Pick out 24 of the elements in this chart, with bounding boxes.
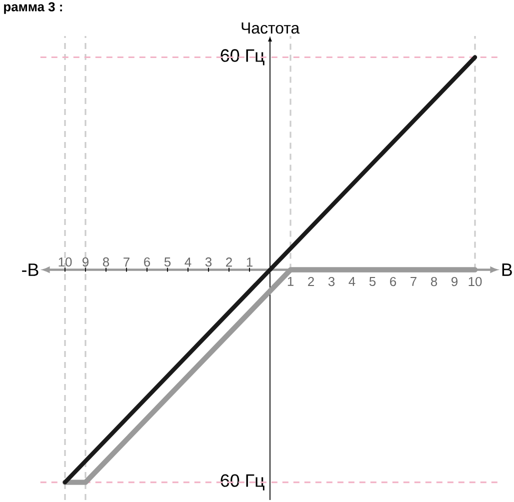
- x-tick-label: 5: [369, 276, 376, 286]
- x-tick-label: 4: [348, 276, 356, 286]
- x-tick-label: 9: [452, 276, 458, 286]
- x-tick-label: 8: [430, 276, 438, 286]
- y-axis-title: Частота: [242, 22, 300, 34]
- x-tick-label: 10: [468, 276, 482, 286]
- x2-tick-label: 8: [102, 257, 110, 267]
- x2-tick-label: 6: [144, 257, 150, 267]
- x-tick-label: 2: [308, 276, 314, 286]
- x-tick-label: 7: [410, 276, 416, 286]
- x2-tick-label: 4: [184, 258, 192, 267]
- x2-tick-label: 5: [164, 258, 171, 267]
- x-axis-title: В: [502, 264, 512, 276]
- x-tick-label: 6: [390, 276, 396, 286]
- x2-tick-label: 2: [226, 258, 232, 267]
- x2-tick-label: 1: [246, 258, 252, 267]
- x2-tick-label: 3: [205, 257, 212, 267]
- x-tick-label: 3: [328, 276, 335, 286]
- x2-tick-label: 10: [58, 257, 72, 267]
- x-tick-label: 1: [288, 276, 294, 286]
- text: -В: [22, 264, 38, 276]
- chart-title: рамма 3 :: [4, 2, 62, 14]
- x2-tick-label: 7: [124, 258, 130, 267]
- x2-tick-label: 9: [82, 257, 88, 267]
